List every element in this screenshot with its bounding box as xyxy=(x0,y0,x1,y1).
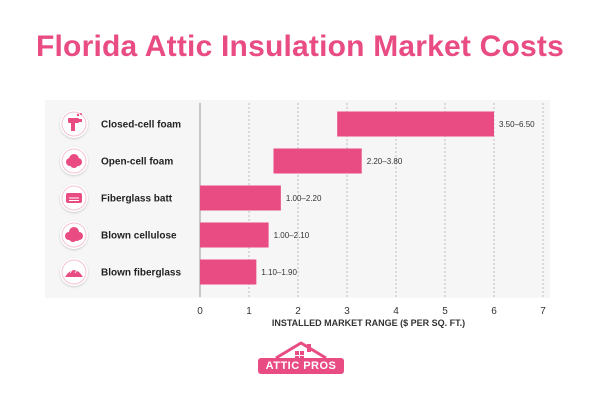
page-title: Florida Attic Insulation Market Costs xyxy=(35,30,565,63)
x-tick-label: 1 xyxy=(246,306,252,317)
x-tick-label: 6 xyxy=(491,306,497,317)
data-label: 1.00–2.20 xyxy=(286,194,322,203)
cellulose-cloud-icon xyxy=(60,221,88,249)
house-roof-icon xyxy=(275,341,327,360)
category-rows: Closed-cell foam Open-cell foam Fiberglass… xyxy=(60,110,181,286)
data-label: 1.10–1.90 xyxy=(261,268,297,277)
x-tick-label: 3 xyxy=(344,306,350,317)
category-label: Closed-cell foam xyxy=(101,120,181,131)
category-label: Blown cellulose xyxy=(101,231,177,242)
batt-roll-icon xyxy=(60,184,88,212)
category-label: Open-cell foam xyxy=(101,157,173,168)
bar xyxy=(200,259,257,285)
bars: 3.50–6.50 2.20–3.80 1.00–2.20 1.00–2.10 1.10… xyxy=(200,111,535,285)
x-tick-label: 5 xyxy=(442,306,448,317)
x-axis-ticks: 0 1 2 3 4 5 6 7 xyxy=(197,306,546,317)
x-tick-label: 7 xyxy=(540,306,546,317)
category-label: Fiberglass batt xyxy=(101,194,173,205)
attic-pros-logo: ATTIC PROS xyxy=(258,340,344,380)
data-label: 3.50–6.50 xyxy=(499,120,535,129)
fiberglass-pile-icon xyxy=(60,258,88,286)
category-label: Blown fiberglass xyxy=(101,268,181,279)
x-tick-label: 0 xyxy=(197,306,203,317)
x-tick-label: 2 xyxy=(295,306,301,317)
foam-cloud-icon xyxy=(60,147,88,175)
logo-wordmark: ATTIC PROS xyxy=(258,358,344,374)
data-label: 2.20–3.80 xyxy=(367,157,403,166)
bar xyxy=(200,222,269,248)
x-axis-title: INSTALLED MARKET RANGE ($ PER SQ. FT.) xyxy=(272,318,465,328)
bar xyxy=(273,148,362,174)
bar xyxy=(200,185,281,211)
spray-gun-icon xyxy=(60,110,88,138)
data-label: 1.00–2.10 xyxy=(274,231,310,240)
bar xyxy=(337,111,494,137)
x-tick-label: 4 xyxy=(393,306,399,317)
